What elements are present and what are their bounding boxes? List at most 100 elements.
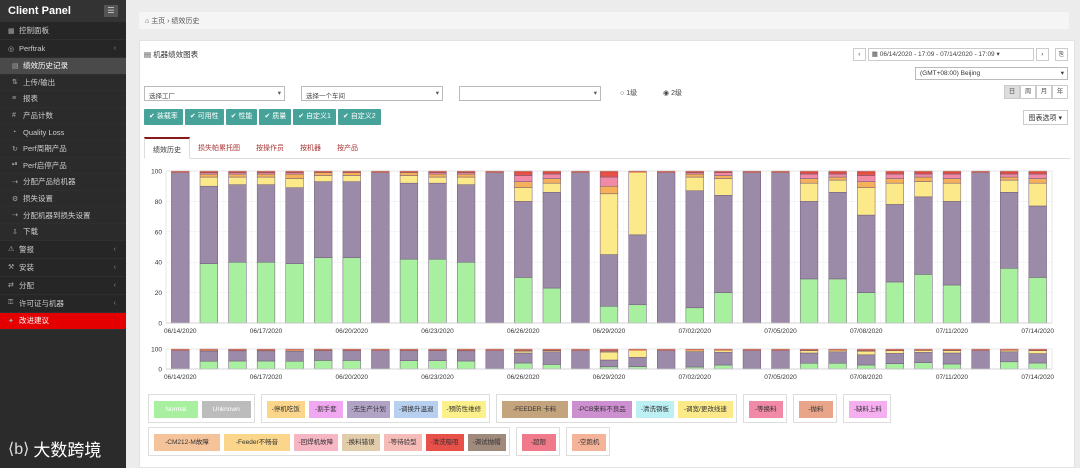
- sidebar-item[interactable]: ◎ Perftrak ‹: [0, 40, 126, 58]
- main-chart-bar-cap: [628, 171, 647, 173]
- sidebar-item[interactable]: ✦ 改进建议: [0, 312, 126, 330]
- overview-chart-bar-segment: [857, 350, 876, 356]
- startstop-icon: ⏯: [12, 161, 18, 169]
- main-chart-bar-segment: [771, 170, 790, 324]
- legend-item[interactable]: -空跑机: [571, 434, 606, 451]
- prev-range-button[interactable]: ‹: [852, 48, 866, 61]
- overview-chart-bar-segment: [914, 362, 933, 370]
- period-button[interactable]: 日: [1004, 85, 1020, 99]
- timezone-select[interactable]: (GMT+08:00) Beijing: [915, 67, 1068, 80]
- legend-item[interactable]: -割手套: [308, 401, 343, 418]
- metric-button[interactable]: ✔ 质量: [259, 109, 292, 125]
- period-button[interactable]: 月: [1036, 85, 1052, 99]
- workshop-select[interactable]: 选择一个车间: [301, 86, 443, 101]
- legend-item[interactable]: -超限: [521, 434, 556, 451]
- metric-button[interactable]: ✔ 性能: [225, 109, 258, 125]
- level1-radio[interactable]: ○ 1级: [620, 88, 637, 98]
- legend-group: Normal Unknown: [148, 394, 255, 423]
- main-chart-bar-segment: [799, 178, 819, 184]
- legend-item[interactable]: -预防性维修: [441, 401, 486, 418]
- period-button[interactable]: 年: [1052, 85, 1068, 99]
- date-range-picker[interactable]: ▦ 06/14/2020 - 17:09 - 07/14/2020 - 17:0…: [867, 48, 1034, 61]
- legend-item[interactable]: Normal: [154, 401, 198, 418]
- factory-select[interactable]: 选择工厂: [144, 86, 285, 101]
- legend-item[interactable]: -无生产计划: [346, 401, 391, 418]
- sidebar-item[interactable]: ↻ Perf周期产品: [0, 141, 126, 158]
- main-chart-bar-segment: [685, 176, 704, 192]
- legend-item[interactable]: -换料错误: [341, 434, 380, 451]
- menu-toggle-icon[interactable]: ☰: [104, 5, 118, 17]
- main-chart-bar-segment: [914, 176, 933, 182]
- export-button[interactable]: ⎘: [1054, 48, 1068, 61]
- legend-item[interactable]: -清洗钢板: [635, 401, 674, 418]
- main-chart-bar-segment: [285, 178, 304, 188]
- main-chart-bar-segment: [628, 304, 647, 324]
- legend-item[interactable]: Unknown: [201, 401, 251, 418]
- search-input[interactable]: [459, 86, 601, 101]
- sidebar-item[interactable]: ▦ 控制面板: [0, 22, 126, 40]
- main-chart-bar-segment: [314, 172, 333, 176]
- check-circle-icon: ✔: [230, 113, 239, 120]
- legend-group: -缺料上料: [842, 394, 891, 423]
- chart-tab[interactable]: 按操作员: [256, 145, 284, 152]
- chart-options-button[interactable]: 图表选项 ▾: [1022, 110, 1068, 125]
- sidebar-item[interactable]: ⚙ 损失设置: [0, 191, 126, 208]
- overview-chart-bar-segment: [942, 352, 962, 365]
- calendar-icon: ▦: [871, 51, 880, 58]
- legend-item[interactable]: -停机吃饭: [266, 401, 305, 418]
- main-chart-bar-cap: [743, 171, 761, 173]
- metric-button[interactable]: ✔ 装载率: [144, 109, 183, 125]
- sidebar-item[interactable]: ≡ 报表: [0, 91, 126, 108]
- sidebar-item[interactable]: # 产品计数: [0, 108, 126, 125]
- sidebar-item[interactable]: ⇄ 分配 ‹: [0, 276, 126, 295]
- main-chart-bar-segment: [228, 261, 247, 324]
- main-chart-bar-cap: [771, 171, 790, 173]
- sidebar-item[interactable]: ⇩ 下载: [0, 224, 126, 241]
- main-chart-bar-segment: [599, 254, 619, 307]
- sidebar-item[interactable]: ⇢ 分配机器到损失设置: [0, 207, 126, 224]
- sidebar-item[interactable]: ⏯ Perf启停产品: [0, 158, 126, 175]
- legend-item[interactable]: -回焊机故障: [294, 434, 338, 451]
- chart-tab[interactable]: 绩效历史: [144, 137, 190, 159]
- legend-item[interactable]: -调宽/更改线速: [677, 401, 733, 418]
- chart-tab[interactable]: 按产品: [337, 145, 358, 152]
- metric-button[interactable]: ✔ 自定义2: [337, 109, 381, 125]
- legend-item[interactable]: -调试抛帽: [467, 434, 506, 451]
- chart-tab[interactable]: 损失帕累托图: [198, 145, 240, 152]
- legend-item[interactable]: -调换升温退: [394, 401, 438, 418]
- period-button[interactable]: 周: [1020, 85, 1036, 99]
- main-chart-bar-segment: [799, 278, 819, 324]
- legend-item[interactable]: -CM212-M故障: [154, 434, 220, 451]
- legend-item[interactable]: -PCB来料不良品: [571, 401, 632, 418]
- sidebar-item[interactable]: ⇅ 上传/输出: [0, 75, 126, 92]
- sidebar-item[interactable]: ⚿ 许可证与机器 ‹: [0, 294, 126, 313]
- level2-radio[interactable]: ◉ 2级: [663, 88, 682, 98]
- metric-button[interactable]: ✔ 可用性: [184, 109, 224, 125]
- breadcrumb-home[interactable]: 主页: [151, 18, 166, 25]
- next-range-button[interactable]: ›: [1035, 48, 1049, 61]
- legend-item[interactable]: -缺料上料: [848, 401, 887, 418]
- overview-chart-bar-cap: [971, 349, 990, 351]
- legend-item[interactable]: -Feeder不畅音: [224, 434, 290, 451]
- sidebar-item-label: Perf启停产品: [23, 160, 67, 170]
- metric-button[interactable]: ✔ 自定义1: [293, 109, 336, 125]
- sidebar-item[interactable]: ⚒ 安装 ‹: [0, 258, 126, 277]
- main-chart-bar-segment: [599, 185, 619, 195]
- sidebar-item[interactable]: ◔ Quality Loss: [0, 124, 126, 141]
- legend-item[interactable]: -FEEDER 卡料: [501, 401, 568, 418]
- legend-item[interactable]: -抛料: [798, 401, 833, 418]
- main-chart-bar-segment: [885, 182, 904, 205]
- main-chart-bar-segment: [514, 181, 533, 188]
- sidebar-item[interactable]: ⚠ 警报 ‹: [0, 240, 126, 259]
- main-chart-bar-segment: [714, 292, 733, 324]
- chart-tab[interactable]: 按机器: [300, 145, 321, 152]
- overview-chart-bar-segment: [428, 350, 447, 361]
- overview-chart-bar-segment: [256, 350, 276, 362]
- legend-item[interactable]: -清洗吸咀: [425, 434, 464, 451]
- legend-item[interactable]: -等待验型: [383, 434, 422, 451]
- sidebar-item[interactable]: ⇢ 分配产品给机器: [0, 174, 126, 191]
- sidebar-item[interactable]: ▤ 绩效历史记录: [0, 58, 126, 75]
- legend-item[interactable]: -等换料: [748, 401, 783, 418]
- overview-chart-bar-segment: [171, 348, 190, 370]
- overview-chart-bar-cap: [914, 349, 933, 351]
